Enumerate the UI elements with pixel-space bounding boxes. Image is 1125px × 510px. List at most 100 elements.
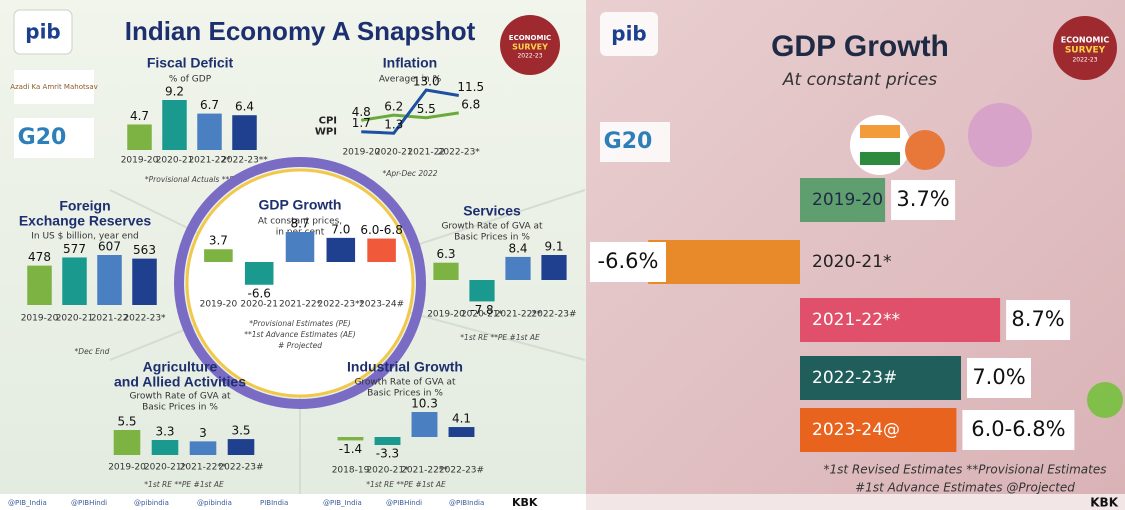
category-label: 2022-23# <box>812 368 897 388</box>
bar <box>244 262 274 285</box>
bar <box>411 412 438 437</box>
category-label: 2020-21 <box>56 314 94 324</box>
value-label: 1.7 <box>352 116 371 130</box>
bar <box>337 437 364 441</box>
bar <box>162 100 187 150</box>
category-label: 2022-23# <box>439 466 484 476</box>
category-label: 2020-21* <box>366 466 409 476</box>
category-label: 2020-21* <box>461 310 504 320</box>
badge-text: ECONOMIC <box>1061 36 1110 45</box>
panel-note: *1st RE **PE #1st AE <box>460 333 540 342</box>
category-label: 2021-22 <box>407 148 445 158</box>
value-label-box <box>891 180 956 220</box>
bar <box>285 232 315 262</box>
value-label: 10.3 <box>411 397 438 411</box>
left-footer-strip <box>0 494 586 510</box>
value-label: 563 <box>133 243 156 257</box>
bar <box>367 238 396 262</box>
line <box>361 111 459 122</box>
bar <box>189 441 217 455</box>
badge-text: 2022-23 <box>517 53 542 60</box>
value-label: -1.4 <box>339 442 362 456</box>
value-label: 577 <box>63 242 86 256</box>
panel-note: *Dec End <box>75 347 110 356</box>
line <box>361 88 460 135</box>
value-label: 5.5 <box>117 415 136 429</box>
category-label: 2022-23# <box>531 310 576 320</box>
value-label: 4.8 <box>352 105 371 119</box>
value-label: 3.7% <box>896 187 949 211</box>
series-label: WPI <box>315 127 337 138</box>
value-label: -7.8 <box>470 303 493 317</box>
footer-handle: @PIBHindi <box>71 499 107 507</box>
right-footer-strip <box>586 494 1125 510</box>
footer-handle: @pibindia <box>197 499 232 507</box>
bar <box>448 427 475 437</box>
category-label: 2022-23* <box>123 314 166 324</box>
bar <box>27 265 52 305</box>
panel-subtitle: Growth Rate of GVA at <box>129 392 231 402</box>
category-label: 2019-20 <box>342 148 380 158</box>
right-subtitle: At constant prices <box>782 70 937 90</box>
value-label: 4.1 <box>452 412 471 426</box>
bar <box>541 255 567 280</box>
category-label: 2019-20 <box>108 463 146 473</box>
value-label-box <box>1006 300 1071 340</box>
category-label: 2021-22 <box>91 314 129 324</box>
panel-note: # Projected <box>278 341 322 350</box>
value-label: 6.7 <box>200 98 219 112</box>
category-label: 2021-22** <box>812 310 900 330</box>
category-label: 2020-21 <box>240 300 278 310</box>
value-label: -3.3 <box>376 447 399 461</box>
footer-handle: KBK <box>1090 496 1118 510</box>
pib-logo <box>13 9 73 55</box>
value-label: 4.7 <box>130 109 149 123</box>
panel-title: Exchange Reserves <box>19 213 152 229</box>
bar <box>197 113 222 150</box>
category-label: 2022-23* <box>438 148 481 158</box>
category-label: 2019-20 <box>121 156 159 166</box>
decor-leaf <box>1087 382 1123 418</box>
panel-subtitle: Basic Prices in % <box>367 389 443 399</box>
value-label: 6.2 <box>384 100 403 114</box>
panel-note: *Apr-Dec 2022 <box>382 169 437 178</box>
decor-coin <box>905 130 945 170</box>
bar <box>127 124 152 150</box>
panel-title: Agriculture <box>143 359 218 375</box>
value-label-box <box>967 358 1031 398</box>
bar <box>469 280 495 302</box>
bar <box>800 298 1001 342</box>
footer-handle: @PIB_India <box>8 499 47 507</box>
value-label: 11.5 <box>457 80 484 94</box>
g20-logo <box>600 122 670 162</box>
category-label: 2020-21* <box>812 252 892 272</box>
value-label: 6.0-6.8% <box>971 417 1065 441</box>
panel-subtitle: % of GDP <box>169 75 212 85</box>
value-label: 3.7 <box>209 234 228 248</box>
category-label: 2022-23** <box>317 300 364 310</box>
value-label: 3 <box>199 426 207 440</box>
category-label: 2022-23# <box>218 463 263 473</box>
decor-note <box>968 103 1032 167</box>
decor-flag <box>860 125 900 138</box>
footer-handle: KBK <box>512 496 538 509</box>
value-label: 8.4 <box>508 241 527 255</box>
gdp-ring <box>174 157 426 409</box>
category-label: 2021-22** <box>180 463 227 473</box>
bar <box>433 262 459 280</box>
g20-logo-text: G20 <box>604 129 653 154</box>
value-label: -6.6 <box>247 286 270 300</box>
note: #1st Advance Estimates @Projected <box>855 481 1075 495</box>
category-label: 2023-24@ <box>812 420 900 440</box>
footer-handle: PIBIndia <box>260 499 288 507</box>
gdp-circle <box>185 168 415 398</box>
bar <box>800 356 961 400</box>
value-label: 9.1 <box>544 240 563 254</box>
category-label: 2018-19 <box>332 466 370 476</box>
azadi-logo-text: Azadi Ka Amrit Mahotsav <box>10 83 98 91</box>
value-label: 9.2 <box>165 85 184 99</box>
bar <box>113 430 141 455</box>
value-label: 3.5 <box>231 424 250 438</box>
footer-handle: @pibindia <box>134 499 169 507</box>
right-title: GDP Growth <box>771 30 949 63</box>
